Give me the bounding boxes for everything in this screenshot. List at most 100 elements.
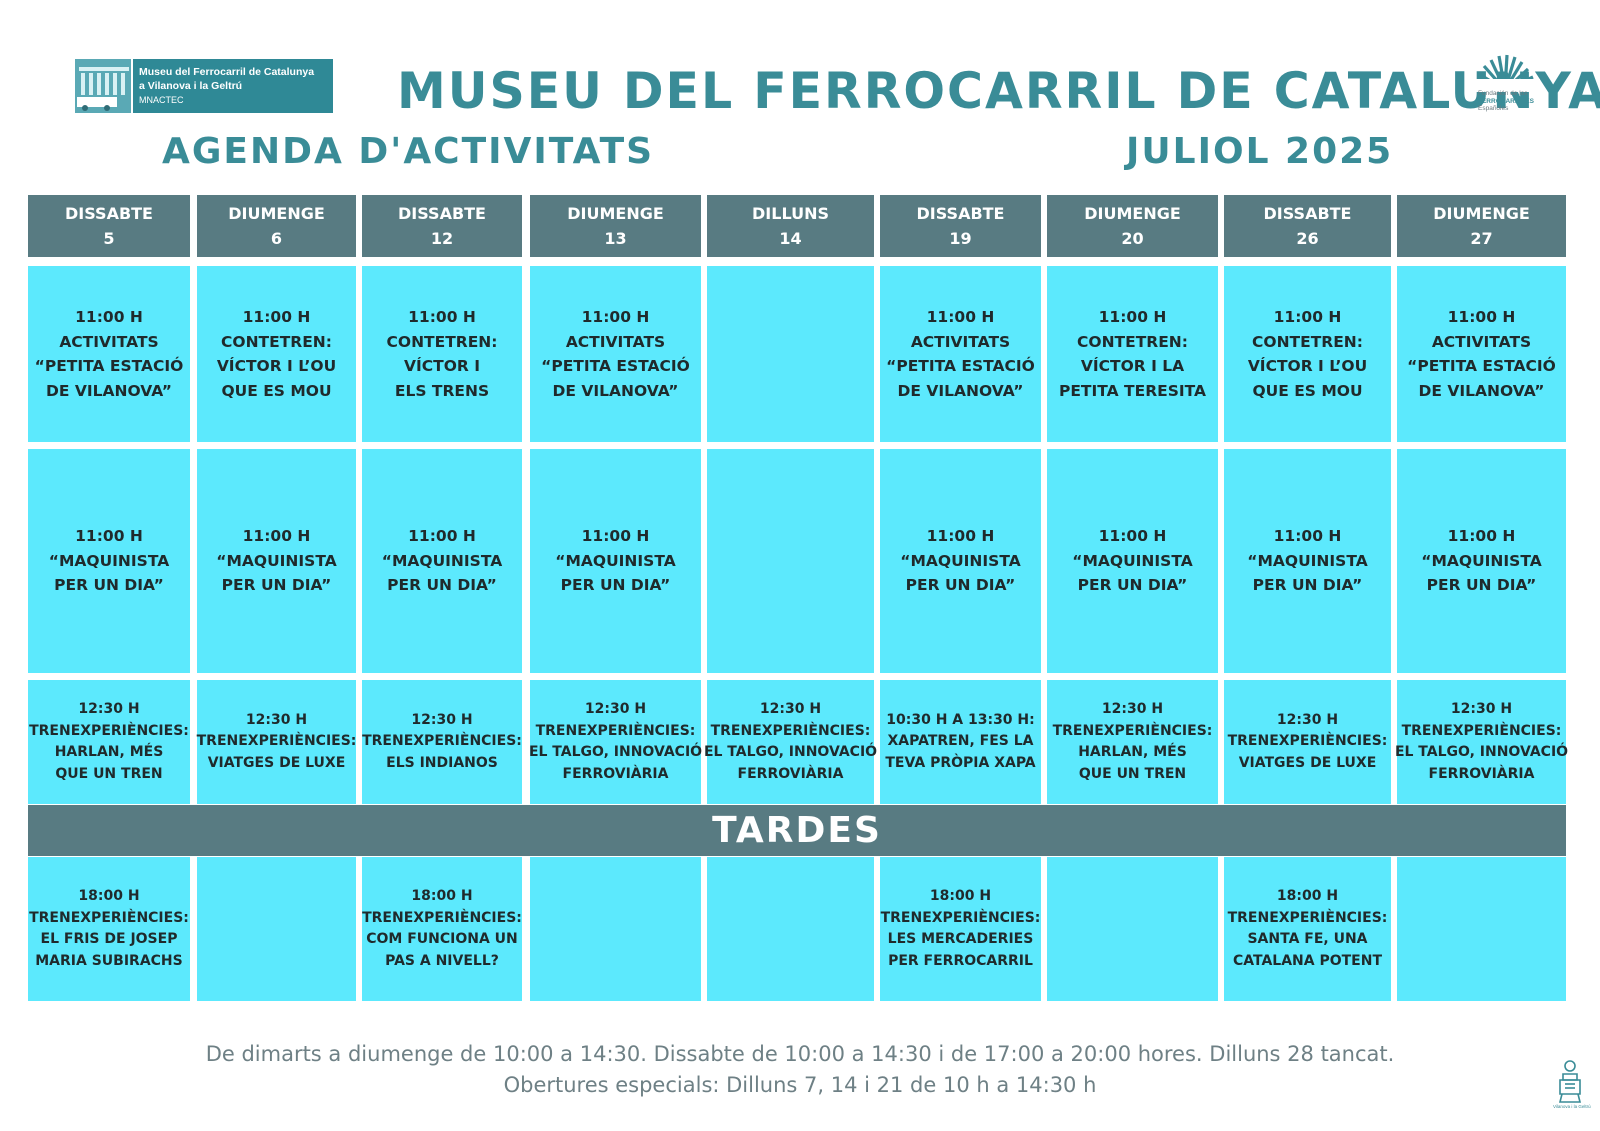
agenda-subtitle: AGENDA D'ACTIVITATS xyxy=(162,131,655,172)
activity-time: 11:00 H xyxy=(1273,308,1342,326)
day-date: 12 xyxy=(430,229,454,248)
activity-cell-morning-2: 11:00 H “MAQUINISTA PER UN DIA” xyxy=(1047,449,1218,673)
activity-text: DE VILANOVA” xyxy=(897,381,1024,400)
activity-text: ACTIVITATS xyxy=(59,332,159,351)
activity-text: “MAQUINISTA xyxy=(555,551,676,570)
activity-text: CONTETREN: xyxy=(1077,332,1188,351)
activity-time: 11:00 H xyxy=(408,527,476,546)
day-header: DIUMENGE 27 xyxy=(1397,195,1566,257)
activity-text: PER FERROCARRIL xyxy=(888,952,1033,969)
activity-text: FERROVIÀRIA xyxy=(737,765,844,782)
activity-text: VIATGES DE LUXE xyxy=(207,754,346,771)
activity-text: PER UN DIA” xyxy=(905,576,1016,595)
activity-time: 12:30 H xyxy=(78,701,140,717)
activity-cell-morning-1: 11:00 H CONTETREN: VÍCTOR I L’OU QUE ES MOU xyxy=(1224,266,1391,442)
day-header: DISSABTE 12 xyxy=(362,195,522,257)
activity-text: QUE ES MOU xyxy=(221,381,332,400)
activity-text: CONTETREN: xyxy=(221,332,332,351)
activity-text: “MAQUINISTA xyxy=(900,551,1021,570)
day-header: DIUMENGE 6 xyxy=(197,195,356,257)
activity-cell-afternoon xyxy=(1397,857,1566,1001)
activity-time: 11:00 H xyxy=(1098,308,1167,326)
activity-text: EL TALGO, INNOVACIÓ xyxy=(703,744,878,760)
activity-time: 18:00 H xyxy=(78,888,140,904)
activity-text: DE VILANOVA” xyxy=(1418,381,1545,400)
activity-text: PER UN DIA” xyxy=(54,576,164,595)
activity-time: 11:00 H xyxy=(1447,308,1516,326)
activity-text: EL TALGO, INNOVACIÓ xyxy=(1394,744,1569,760)
day-header: DISSABTE 26 xyxy=(1224,195,1391,257)
activity-text: “MAQUINISTA xyxy=(216,551,337,570)
activity-time: 11:00 H xyxy=(242,527,311,546)
day-weekday: DISSABTE xyxy=(916,204,1005,223)
activity-cell-afternoon xyxy=(1047,857,1218,1001)
activity-cell-morning-2: 11:00 H “MAQUINISTA PER UN DIA” xyxy=(1397,449,1566,673)
activity-time: 11:00 H xyxy=(1273,527,1342,546)
activity-time: 11:00 H xyxy=(75,527,143,546)
day-weekday: DIUMENGE xyxy=(228,204,325,223)
day-date: 19 xyxy=(949,229,972,248)
activity-cell-midday: 12:30 H TRENEXPERIÈNCIES: HARLAN, MÉS QUE U… xyxy=(1047,680,1218,804)
town-emblem-icon xyxy=(1558,1060,1582,1103)
train-station-logo-icon xyxy=(75,59,133,113)
activity-text: VÍCTOR I LA xyxy=(1080,357,1185,375)
day-weekday: DIUMENGE xyxy=(1084,204,1181,223)
activity-time: 10:30 H A 13:30 H: xyxy=(886,711,1035,728)
activity-cell-morning-1: 11:00 H ACTIVITATS “PETITA ESTACIÓ DE VILAN… xyxy=(1397,266,1566,442)
activity-time: 12:30 H xyxy=(245,711,308,728)
logo-line-2: a Vilanova i la Geltrú xyxy=(139,80,243,92)
sunburst-logo-icon xyxy=(1470,54,1540,92)
activity-text: DE VILANOVA” xyxy=(46,381,172,400)
activity-text: QUE UN TREN xyxy=(55,765,163,782)
foundation-line-3: Españoles xyxy=(1478,105,1509,112)
activity-text: COM FUNCIONA UN xyxy=(366,931,518,947)
activity-text: QUE ES MOU xyxy=(1252,381,1363,400)
activity-cell-morning-1: 11:00 H ACTIVITATS “PETITA ESTACIÓ DE VILAN… xyxy=(530,266,701,442)
activity-cell-midday: 10:30 H A 13:30 H: XAPATREN, FES LA TEVA P… xyxy=(880,680,1041,804)
activity-text: MARIA SUBIRACHS xyxy=(35,952,183,969)
activity-text: PER UN DIA” xyxy=(221,576,332,595)
activity-time: 11:00 H xyxy=(75,308,143,326)
activity-time: 11:00 H xyxy=(926,308,995,326)
activity-text: “MAQUINISTA xyxy=(48,551,170,570)
activity-text: ACTIVITATS xyxy=(1431,332,1532,351)
activity-text: TRENEXPERIÈNCIES: xyxy=(1052,722,1213,739)
day-date: 14 xyxy=(779,229,802,248)
day-header: DIUMENGE 13 xyxy=(530,195,701,257)
activity-time: 11:00 H xyxy=(242,308,311,326)
activity-text: “PETITA ESTACIÓ xyxy=(34,357,184,375)
activity-text: VÍCTOR I xyxy=(404,357,480,375)
activity-cell-morning-1: 11:00 H CONTETREN: VÍCTOR I L’OU QUE ES MOU xyxy=(197,266,356,442)
day-header: DISSABTE 19 xyxy=(880,195,1041,257)
activity-cell-morning-1: 11:00 H CONTETREN: VÍCTOR I ELS TRENS xyxy=(362,266,522,442)
activity-cell-midday: 12:30 H TRENEXPERIÈNCIES: ELS INDIANOS xyxy=(362,680,522,804)
activity-time: 11:00 H xyxy=(926,527,995,546)
activity-cell-morning-2: 11:00 H “MAQUINISTA PER UN DIA” xyxy=(28,449,190,673)
activity-text: PER UN DIA” xyxy=(1426,576,1537,595)
day-weekday: DIUMENGE xyxy=(567,204,664,223)
activity-text: PER UN DIA” xyxy=(1252,576,1363,595)
day-weekday: DILLUNS xyxy=(752,204,829,223)
activity-time: 11:00 H xyxy=(1098,527,1167,546)
activity-text: “MAQUINISTA xyxy=(381,551,503,570)
opening-hours: De dimarts a diumenge de 10:00 a 14:30. … xyxy=(205,1042,1395,1066)
activity-cell-morning-2: 11:00 H “MAQUINISTA PER UN DIA” xyxy=(530,449,701,673)
activity-cell-afternoon xyxy=(530,857,701,1001)
activity-text: PER UN DIA” xyxy=(387,576,497,595)
activity-text: VIATGES DE LUXE xyxy=(1238,754,1377,771)
activity-text: ACTIVITATS xyxy=(565,332,666,351)
activity-cell-midday: 12:30 H TRENEXPERIÈNCIES: EL TALGO, INNOVA… xyxy=(703,680,878,804)
activity-text: PETITA TERESITA xyxy=(1058,381,1207,400)
activity-time: 12:30 H xyxy=(759,701,822,717)
day-header: DISSABTE 5 xyxy=(28,195,190,257)
activity-text: TRENEXPERIÈNCIES: xyxy=(29,722,189,739)
activity-text: TRENEXPERIÈNCIES: xyxy=(880,909,1041,926)
activity-cell-afternoon: 18:00 H TRENEXPERIÈNCIES: SANTA FE, UNA CAT… xyxy=(1224,857,1391,1001)
activity-text: TRENEXPERIÈNCIES: xyxy=(362,909,522,926)
activity-time: 12:30 H xyxy=(584,701,647,717)
activity-cell-afternoon xyxy=(707,857,874,1001)
activity-text: ACTIVITATS xyxy=(910,332,1011,351)
activity-time: 18:00 H xyxy=(929,888,992,904)
activity-text: ELS TRENS xyxy=(394,381,490,400)
activity-cell-afternoon: 18:00 H TRENEXPERIÈNCIES: EL FRIS DE JOSEP… xyxy=(28,857,190,1001)
